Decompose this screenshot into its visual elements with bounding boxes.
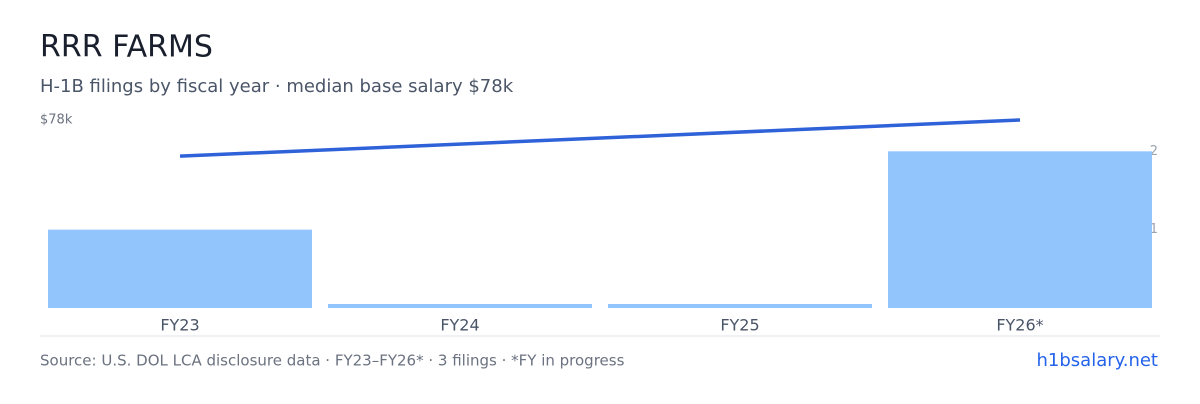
- y2-tick-label: 1: [1150, 222, 1158, 237]
- site-link[interactable]: h1bsalary.net: [1037, 350, 1158, 371]
- chart-title: RRR FARMS: [40, 30, 213, 65]
- chart-subtitle: H-1B filings by fiscal year · median bas…: [40, 76, 514, 97]
- salary-line: [179, 118, 1021, 158]
- bar: [328, 304, 592, 308]
- bar: [888, 151, 1152, 308]
- y2-tick-label: 2: [1150, 144, 1158, 159]
- bar: [608, 304, 872, 308]
- x-tick-label: FY23: [160, 316, 199, 335]
- source-note: Source: U.S. DOL LCA disclosure data · F…: [40, 352, 625, 370]
- bar: [48, 229, 312, 308]
- x-tick-label: FY25: [720, 316, 759, 335]
- x-tick-label: FY26*: [996, 316, 1043, 335]
- y-tick-label: $78k: [40, 113, 73, 128]
- x-tick-label: FY24: [440, 316, 479, 335]
